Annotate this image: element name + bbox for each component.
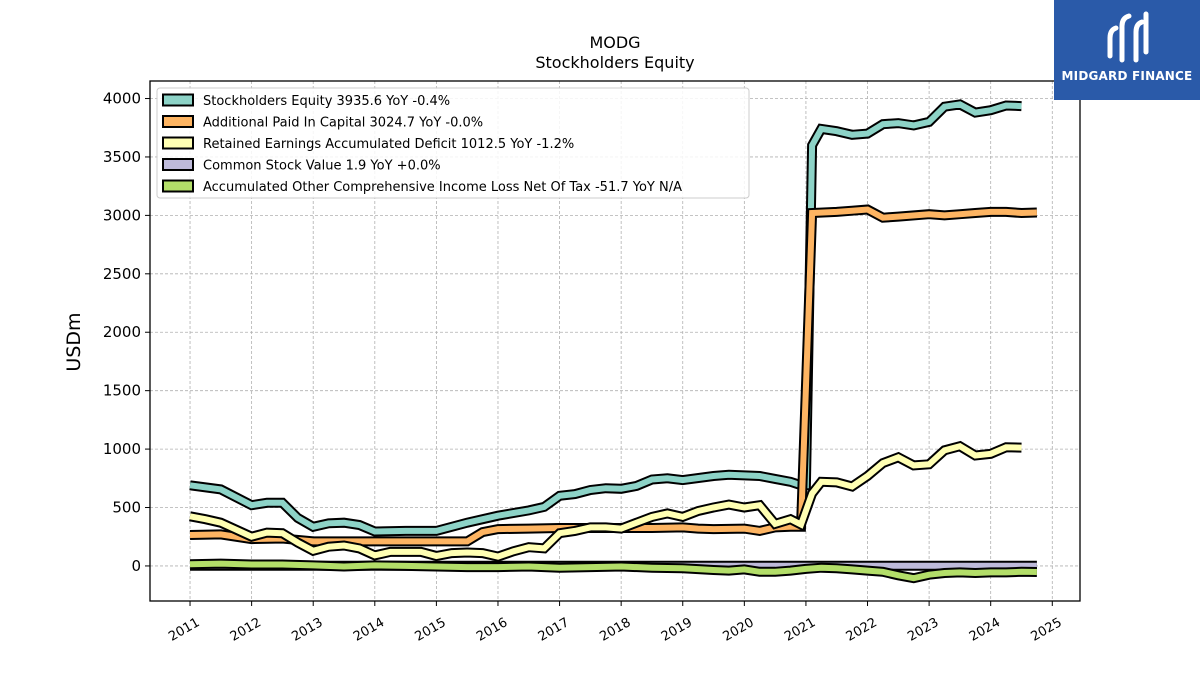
y-tick-label: 2000 (103, 323, 141, 341)
y-tick-label: 500 (112, 499, 141, 517)
legend-swatch (162, 115, 194, 128)
legend-swatch (162, 93, 194, 107)
x-tick-label: 2025 (1028, 615, 1064, 645)
logo-text: MIDGARD FINANCE (1061, 69, 1193, 83)
series-line (189, 440, 1022, 562)
chart-subtitle: Stockholders Equity (535, 53, 694, 72)
series-line (189, 558, 1037, 584)
x-tick-label: 2015 (413, 615, 449, 645)
x-tick-label: 2022 (844, 615, 880, 645)
x-tick-label: 2012 (228, 615, 264, 645)
legend-entry-label: Additional Paid In Capital 3024.7 YoY -0… (203, 116, 483, 131)
y-tick-label: 1000 (103, 440, 141, 458)
x-tick-label: 2013 (289, 615, 325, 645)
x-tick-label: 2024 (967, 615, 1003, 645)
x-tick-label: 2023 (905, 615, 941, 645)
x-tick-label: 2016 (474, 615, 510, 645)
y-tick-label: 3000 (103, 206, 141, 224)
legend-entry-label: Common Stock Value 1.9 YoY +0.0% (203, 159, 441, 174)
legend-swatch (162, 179, 194, 193)
legend-entry-label: Retained Earnings Accumulated Deficit 10… (203, 137, 574, 152)
series-layer (189, 99, 1038, 584)
legend: Stockholders Equity 3935.6 YoY -0.4% Addi… (156, 87, 750, 199)
x-tick-label: 2018 (597, 615, 633, 645)
x-tick-label: 2011 (166, 615, 202, 645)
x-tick-label: 2019 (659, 615, 695, 645)
x-tick-label: 2021 (782, 615, 818, 645)
x-tick-label: 2020 (721, 615, 757, 645)
y-axis-label: USDm (63, 312, 85, 371)
legend-swatch (162, 136, 194, 150)
legend-entry-label: Accumulated Other Comprehensive Income L… (203, 180, 682, 195)
series-line-core (189, 206, 1037, 545)
series-line-core (189, 101, 1022, 535)
legend-entry-label: Stockholders Equity 3935.6 YoY -0.4% (203, 94, 450, 109)
y-tick-label: 3500 (103, 148, 141, 166)
x-tick-label: 2017 (536, 615, 572, 645)
chart-title: MODG (589, 33, 640, 52)
series-line (189, 99, 1022, 537)
x-tick-label: 2014 (351, 615, 387, 645)
logo-mark-icon (1107, 11, 1149, 63)
series-line-core (189, 442, 1022, 560)
y-tick-label: 1500 (103, 382, 141, 400)
series-line-core (189, 560, 1037, 582)
plot-frame (149, 80, 1081, 602)
series-line (189, 204, 1038, 547)
legend-swatch (162, 158, 194, 171)
y-tick-label: 4000 (103, 90, 141, 108)
midgard-finance-logo: MIDGARD FINANCE (1054, 0, 1200, 100)
y-tick-label: 2500 (103, 265, 141, 283)
legend-box (156, 87, 750, 199)
y-tick-label: 0 (131, 557, 141, 575)
